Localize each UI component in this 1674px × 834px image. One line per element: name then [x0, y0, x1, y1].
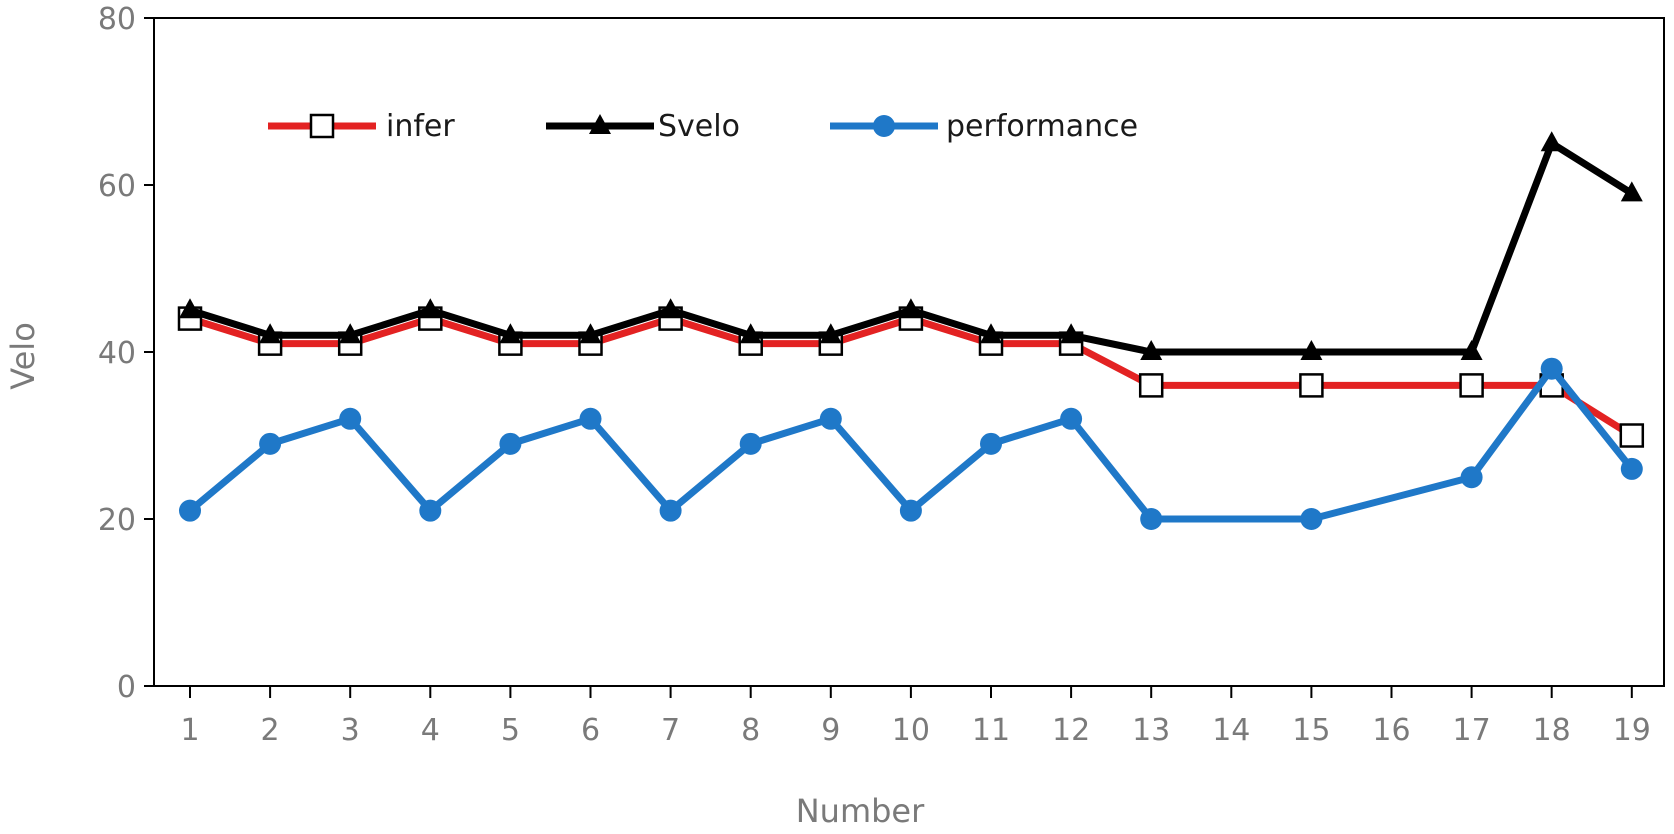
x-tick-label: 13 — [1132, 713, 1170, 748]
x-tick-label: 11 — [972, 713, 1010, 748]
x-tick-label: 4 — [421, 713, 440, 748]
data-point — [499, 323, 522, 344]
data-point — [179, 499, 201, 522]
x-tick-label: 6 — [581, 713, 600, 748]
series-infer — [177, 306, 1645, 448]
data-point — [1460, 466, 1483, 489]
y-axis-title: Velo — [4, 322, 42, 390]
y-tick-label: 80 — [98, 2, 136, 37]
x-tick-label: 12 — [1052, 713, 1090, 748]
data-point — [1620, 457, 1643, 480]
data-point — [739, 323, 762, 344]
data-point — [819, 407, 842, 430]
data-point — [259, 432, 282, 455]
x-tick-label: 10 — [892, 713, 930, 748]
series-svelo — [179, 131, 1643, 360]
x-tick-label: 15 — [1292, 713, 1330, 748]
data-point — [1300, 508, 1323, 530]
data-point — [579, 407, 602, 430]
data-point — [499, 432, 522, 455]
y-tick-label: 60 — [98, 169, 136, 204]
legend-entry-infer: infer — [268, 109, 455, 144]
data-point — [1060, 407, 1083, 430]
data-point — [1459, 373, 1484, 398]
y-tick-label: 0 — [117, 670, 136, 705]
series-performance — [179, 357, 1643, 530]
series-line — [188, 315, 1634, 439]
data-point — [1540, 357, 1563, 380]
data-point — [419, 499, 442, 522]
x-tick-label: 3 — [341, 713, 360, 748]
x-tick-label: 16 — [1372, 713, 1410, 748]
data-point — [659, 298, 682, 319]
data-point — [339, 323, 362, 344]
x-axis: 1 2 3 4 5 6 7 8 9 10 11 12 13 14 15 16 17 18 19 — [180, 686, 1651, 748]
data-point — [1619, 423, 1645, 448]
data-point — [1138, 373, 1164, 398]
data-point — [1460, 340, 1483, 360]
y-tick-label: 40 — [98, 336, 136, 371]
legend: infer Svelo performance — [268, 109, 1138, 144]
data-point — [1540, 131, 1563, 152]
x-tick-label: 17 — [1453, 713, 1491, 748]
x-tick-label: 5 — [501, 713, 520, 748]
x-tick-label: 18 — [1533, 713, 1571, 748]
x-tick-label: 19 — [1613, 713, 1651, 748]
data-point — [1140, 340, 1163, 360]
data-point — [339, 407, 362, 430]
x-axis-title: Number — [796, 792, 925, 830]
x-tick-label: 2 — [261, 713, 280, 748]
data-point — [419, 298, 442, 319]
data-point — [980, 323, 1002, 344]
series-layer — [177, 131, 1645, 530]
data-point — [179, 298, 201, 319]
legend-marker — [873, 115, 895, 137]
legend-label: infer — [386, 109, 455, 144]
data-point — [659, 499, 682, 522]
legend-marker — [589, 114, 611, 134]
data-point — [1060, 323, 1083, 344]
data-point — [1140, 508, 1163, 530]
x-tick-label: 1 — [180, 713, 199, 748]
series-line — [187, 365, 1635, 523]
legend-entry-svelo: Svelo — [546, 109, 740, 144]
y-tick-label: 20 — [98, 503, 136, 538]
data-point — [579, 323, 602, 344]
legend-label: performance — [946, 109, 1138, 144]
y-axis: 0 20 40 60 80 — [98, 2, 154, 705]
x-tick-label: 9 — [821, 713, 840, 748]
data-point — [819, 323, 842, 344]
data-point — [259, 323, 282, 344]
x-tick-label: 7 — [661, 713, 680, 748]
data-point — [899, 499, 922, 522]
x-tick-label: 14 — [1212, 713, 1250, 748]
data-point — [1299, 373, 1324, 398]
x-tick-label: 8 — [741, 713, 760, 748]
legend-entry-performance: performance — [830, 109, 1138, 144]
data-point — [1620, 181, 1643, 202]
data-point — [899, 298, 922, 319]
legend-label: Svelo — [658, 109, 740, 144]
data-point — [1300, 340, 1323, 360]
data-point — [980, 432, 1002, 455]
data-point — [739, 432, 762, 455]
legend-marker — [309, 113, 335, 139]
